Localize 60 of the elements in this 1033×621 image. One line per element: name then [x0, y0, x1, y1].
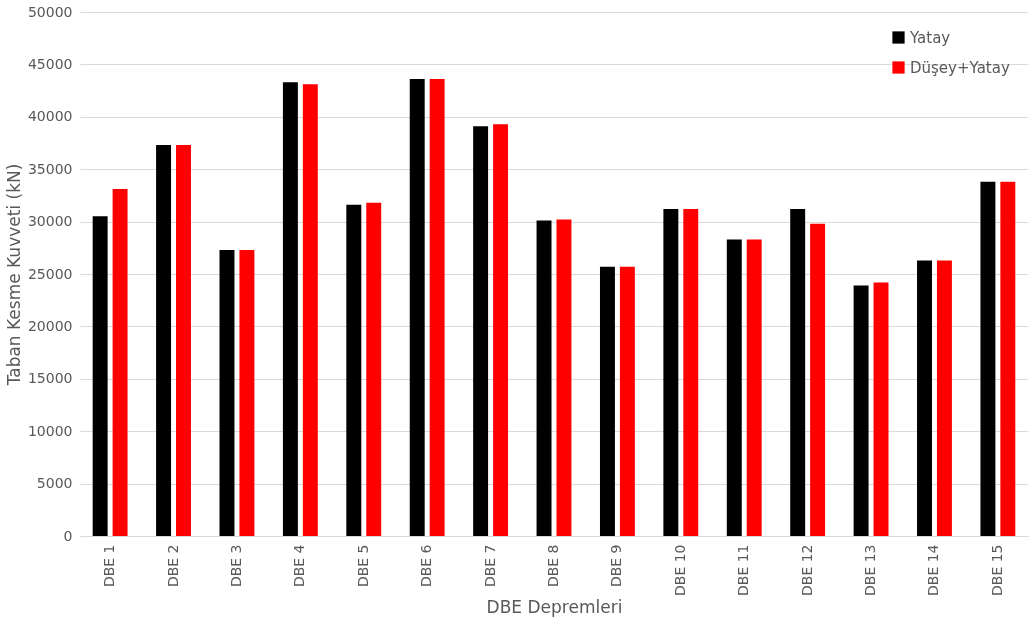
bar — [556, 219, 572, 536]
bar — [917, 260, 932, 536]
bar — [112, 189, 128, 536]
y-tick-label: 25000 — [27, 265, 73, 282]
y-axis-title: Taban Kesme Kuvveti (kN) — [3, 163, 24, 387]
y-tick-label: 35000 — [27, 160, 73, 177]
x-tick-label: DBE 14 — [925, 544, 942, 596]
bar — [980, 181, 996, 536]
x-tick-label: DBE 12 — [798, 544, 815, 596]
bar — [746, 239, 762, 536]
bar — [873, 282, 889, 536]
x-tick-label: DBE 3 — [227, 544, 244, 588]
bar — [726, 239, 742, 536]
x-tick-label: DBE 13 — [862, 544, 879, 596]
bar — [810, 223, 826, 536]
bar — [302, 84, 318, 536]
bar — [473, 126, 489, 536]
legend-label: Düşey+Yatay — [910, 58, 1010, 77]
bar — [493, 124, 509, 536]
x-tick-label: DBE 6 — [418, 544, 435, 588]
bar — [366, 202, 382, 536]
bar — [219, 249, 235, 536]
y-tick-label: 20000 — [27, 317, 73, 334]
bar — [239, 249, 255, 536]
y-tick-label: 10000 — [27, 422, 73, 439]
bar — [790, 209, 806, 536]
bar — [176, 145, 191, 536]
x-tick-label: DBE 9 — [608, 544, 625, 588]
bar — [936, 260, 952, 536]
x-tick-label: DBE 5 — [354, 544, 371, 588]
x-tick-label: DBE 7 — [481, 544, 498, 588]
x-tick-label: DBE 1 — [101, 544, 118, 588]
y-tick-label: 15000 — [27, 370, 73, 387]
bar — [619, 266, 635, 536]
x-tick-label: DBE 15 — [988, 544, 1005, 596]
y-tick-label: 0 — [63, 527, 73, 544]
x-axis-title: DBE Depremleri — [486, 597, 623, 617]
bar — [853, 285, 869, 536]
x-tick-label: DBE 10 — [671, 544, 688, 596]
bar — [599, 266, 615, 536]
x-tick-label: DBE 11 — [735, 544, 752, 596]
y-tick-label: 50000 — [27, 3, 73, 20]
y-tick-label: 30000 — [27, 213, 73, 230]
bar — [536, 220, 552, 536]
bar — [92, 216, 108, 536]
bar — [156, 145, 172, 536]
bar — [409, 79, 425, 536]
bar — [282, 82, 298, 536]
legend-label: Yatay — [909, 28, 951, 47]
y-tick-label: 45000 — [27, 55, 73, 72]
bar — [683, 209, 699, 536]
bar — [429, 79, 445, 536]
bar — [346, 204, 362, 536]
y-tick-label: 40000 — [27, 108, 73, 125]
bar — [663, 209, 679, 536]
x-tick-label: DBE 8 — [545, 544, 561, 588]
y-tick-label: 5000 — [36, 475, 73, 492]
x-tick-label: DBE 2 — [164, 544, 181, 588]
x-tick-label: DBE 4 — [291, 544, 308, 588]
bar — [1000, 181, 1016, 536]
